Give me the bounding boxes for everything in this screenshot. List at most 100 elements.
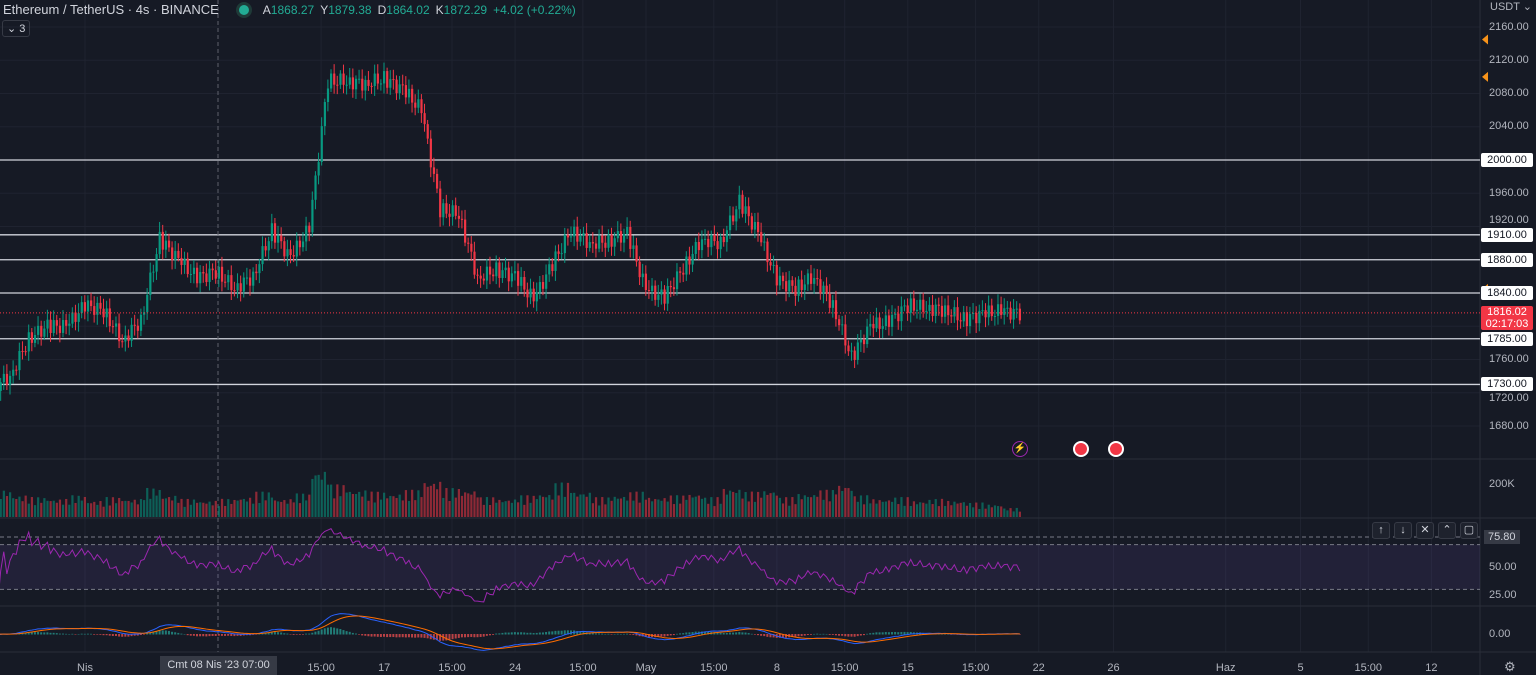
- macd-histogram-bar: [280, 632, 283, 635]
- candle: [501, 270, 504, 278]
- volume-bar: [772, 492, 775, 517]
- currency-selector[interactable]: USDT ⌄: [1490, 1, 1533, 13]
- volume-bar: [691, 497, 694, 517]
- candle: [264, 246, 267, 251]
- macd-histogram-bar: [40, 632, 43, 635]
- volume-bar: [719, 503, 722, 517]
- volume-bar: [479, 497, 482, 517]
- macd-histogram-bar: [183, 633, 186, 635]
- volume-bar: [760, 497, 763, 517]
- settings-icon[interactable]: ⚙: [1504, 659, 1516, 674]
- volume-bar: [367, 500, 370, 517]
- macd-histogram-bar: [626, 633, 629, 635]
- volume-bar: [298, 503, 302, 517]
- candle: [760, 232, 763, 243]
- volume-bar: [647, 497, 651, 517]
- volume-bar: [654, 499, 657, 517]
- volume-bar: [644, 499, 647, 517]
- candle: [906, 305, 909, 313]
- candle: [111, 326, 115, 328]
- volume-bar: [295, 493, 298, 517]
- macd-histogram-bar: [445, 634, 448, 641]
- volume-bar: [934, 499, 937, 517]
- macd-histogram-bar: [124, 634, 127, 637]
- volume-bar: [345, 492, 348, 517]
- volume-bar: [376, 491, 379, 517]
- move-up-button[interactable]: ↑: [1372, 522, 1390, 539]
- candle: [775, 264, 778, 286]
- candle: [482, 278, 485, 281]
- volume-bar: [641, 491, 644, 517]
- macd-histogram-bar: [488, 634, 491, 636]
- candle: [136, 325, 139, 331]
- us-flag-event-icon[interactable]: [1073, 441, 1089, 457]
- volume-bar: [164, 498, 168, 517]
- volume-bar: [342, 485, 345, 517]
- macd-histogram-bar: [139, 634, 142, 635]
- volume-bar: [610, 500, 613, 517]
- candle: [354, 78, 358, 90]
- candle: [594, 243, 598, 249]
- volume-bar: [940, 498, 944, 517]
- candle: [794, 285, 797, 296]
- candle: [741, 194, 744, 214]
- volume-bar: [383, 492, 386, 517]
- candle: [856, 342, 859, 360]
- macd-histogram-bar: [376, 634, 379, 637]
- candle: [351, 77, 355, 90]
- macd-histogram-bar: [781, 634, 784, 638]
- candle: [224, 281, 227, 283]
- candle: [155, 254, 158, 272]
- macd-histogram-bar: [164, 630, 167, 635]
- candle: [778, 275, 782, 286]
- rsi-line: [0, 527, 1021, 603]
- lightning-event-icon[interactable]: ⚡: [1012, 441, 1028, 457]
- maximize-pane-button[interactable]: ▢: [1460, 522, 1478, 539]
- volume-bar: [255, 491, 258, 517]
- candle: [707, 238, 710, 248]
- alert-marker-icon: [1482, 34, 1488, 45]
- macd-histogram-bar: [379, 634, 382, 637]
- candle: [1003, 308, 1006, 315]
- time-axis-label: 15:00: [438, 662, 466, 674]
- candle: [492, 274, 495, 277]
- volume-bar: [411, 489, 414, 517]
- volume-bar: [351, 493, 355, 517]
- macd-histogram-bar: [831, 634, 834, 635]
- candle: [682, 272, 685, 275]
- move-down-button[interactable]: ↓: [1394, 522, 1412, 539]
- macd-histogram-bar: [629, 634, 632, 635]
- volume-bar: [501, 502, 504, 517]
- volume-bar: [208, 501, 211, 517]
- candle: [445, 203, 448, 214]
- candle: [133, 324, 136, 326]
- macd-histogram-bar: [143, 634, 146, 635]
- candle: [470, 243, 473, 252]
- volume-bar: [847, 488, 850, 517]
- candle: [5, 373, 9, 385]
- macd-histogram-bar: [716, 632, 719, 635]
- candle: [336, 84, 339, 86]
- volume-bar: [273, 500, 277, 517]
- candle: [551, 264, 554, 271]
- remove-pane-button[interactable]: ✕: [1416, 522, 1434, 539]
- indicators-toggle[interactable]: ⌄ 3: [2, 20, 31, 37]
- us-flag-event-icon[interactable]: [1108, 441, 1124, 457]
- macd-histogram-bar: [33, 632, 36, 635]
- volume-bar: [660, 500, 663, 517]
- collapse-pane-button[interactable]: ⌃: [1438, 522, 1456, 539]
- candle: [189, 274, 192, 276]
- macd-histogram-bar: [778, 634, 781, 638]
- macd-histogram-bar: [118, 634, 121, 637]
- volume-bar: [280, 501, 283, 517]
- macd-histogram-bar: [713, 632, 716, 635]
- symbol-title[interactable]: Ethereum / TetherUS · 4s · BINANCE: [3, 2, 219, 17]
- volume-bar: [803, 495, 806, 517]
- volume-bar: [766, 494, 769, 517]
- macd-histogram-bar: [856, 634, 859, 637]
- macd-line: [0, 613, 1020, 651]
- volume-bar: [12, 498, 15, 517]
- volume-bar: [881, 501, 884, 517]
- volume-bar: [987, 504, 990, 517]
